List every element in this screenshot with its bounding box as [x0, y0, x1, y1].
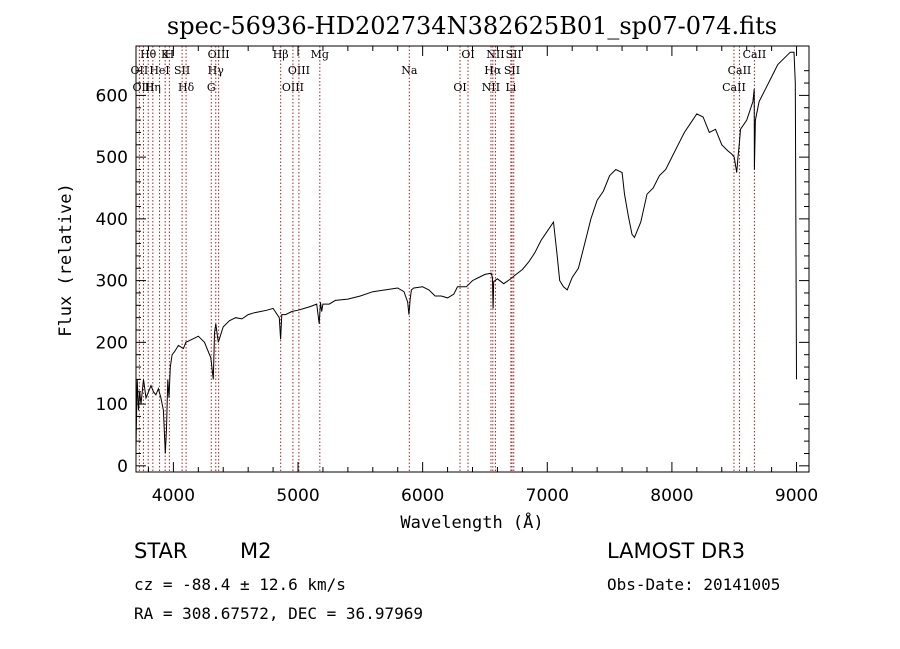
y-tick-label: 100: [96, 395, 128, 415]
ra-dec: RA = 308.67572, DEC = 36.97969: [134, 604, 423, 623]
line-label: OI: [461, 48, 474, 61]
line-label: Hβ: [273, 48, 289, 61]
line-label: SII: [506, 48, 522, 61]
chart-title: spec-56936-HD202734N382625B01_sp07-074.f…: [167, 12, 777, 40]
survey-name: LAMOST DR3: [607, 539, 746, 563]
y-axis-ticks: 0 100 200 300 400 500 600: [96, 70, 809, 477]
line-label: K: [161, 48, 170, 61]
line-label: NII: [486, 48, 504, 61]
x-tick-label: 5000: [276, 486, 319, 506]
line-label: H: [165, 48, 175, 61]
line-label: Hη: [145, 81, 161, 94]
line-label: OIII: [288, 64, 310, 77]
x-axis-ticks: 4000 5000 6000 7000 8000 9000: [147, 46, 818, 506]
obs-date: Obs-Date: 20141005: [607, 575, 781, 594]
y-axis-label: Flux (relative): [56, 183, 76, 337]
line-label: SII: [504, 64, 520, 77]
line-label: Hδ: [178, 81, 195, 94]
line-label: G: [207, 81, 216, 94]
line-label: Hγ: [208, 64, 225, 77]
y-tick-label: 400: [96, 210, 128, 230]
line-label: OIII: [282, 81, 304, 94]
plot-frame: [135, 45, 810, 473]
y-tick-label: 500: [96, 148, 128, 168]
line-label: SII: [174, 64, 190, 77]
line-label: HeI: [149, 64, 169, 77]
y-tick-label: 300: [96, 272, 128, 292]
line-label: Li: [505, 81, 516, 94]
x-tick-label: 4000: [152, 486, 195, 506]
x-tick-label: 8000: [650, 486, 693, 506]
line-label: Hθ: [140, 48, 157, 61]
line-label: NII: [482, 81, 500, 94]
line-label: OIII: [208, 48, 230, 61]
object-class: STAR: [134, 539, 188, 563]
line-labels: HθOIIOIIIKHeIHηHSIIHδOIIIHγGHβOIIIOIIIMg…: [131, 48, 767, 94]
line-label: CaII: [722, 81, 746, 94]
x-tick-label: 9000: [775, 486, 818, 506]
line-label: CaII: [743, 48, 767, 61]
line-label: OIII: [132, 81, 154, 94]
redshift-cz: cz = -88.4 ± 12.6 km/s: [134, 575, 346, 594]
y-tick-label: 0: [117, 457, 128, 477]
x-tick-label: 6000: [401, 486, 444, 506]
line-label: OI: [453, 81, 466, 94]
subclass: M2: [240, 539, 272, 563]
line-label: Mg: [311, 48, 329, 61]
line-markers: [138, 46, 755, 472]
y-tick-label: 600: [96, 86, 128, 106]
spectrum-series-line: [135, 51, 797, 454]
line-label: Hα: [484, 64, 502, 77]
line-label: Na: [401, 64, 418, 77]
x-tick-label: 7000: [526, 486, 569, 506]
x-axis-label: Wavelength (Å): [400, 511, 543, 533]
line-label: CaII: [728, 64, 752, 77]
y-tick-label: 200: [96, 333, 128, 353]
